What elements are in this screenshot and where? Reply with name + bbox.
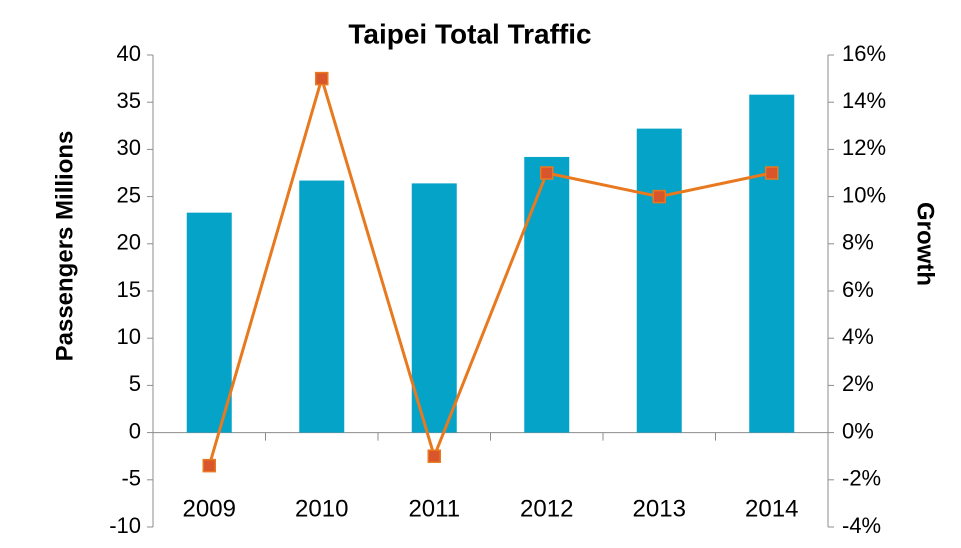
y-tick-label: 0	[129, 418, 141, 443]
y2-tick-label: 2%	[842, 371, 874, 396]
y-tick-label: 15	[117, 277, 141, 302]
line-marker	[540, 166, 554, 180]
y-tick-label: 10	[117, 324, 141, 349]
y2-tick-label: 8%	[842, 230, 874, 255]
y2-tick-label: 12%	[842, 135, 886, 160]
y2-tick-label: 10%	[842, 182, 886, 207]
y2-tick-label: -4%	[842, 513, 881, 538]
line-marker	[202, 458, 216, 473]
y2-tick-label: 14%	[842, 88, 886, 113]
bar	[299, 180, 345, 433]
bar	[411, 183, 457, 433]
y-tick-label: 35	[117, 88, 141, 113]
y2-tick-label: 0%	[842, 418, 874, 443]
line-marker	[315, 71, 329, 86]
y-tick-label: 25	[117, 182, 141, 207]
y2-tick-label: -2%	[842, 466, 881, 491]
y2-tick-label: 4%	[842, 324, 874, 349]
x-tick-label: 2009	[183, 495, 236, 522]
y2-axis-label: Growth	[912, 202, 939, 286]
bar	[186, 212, 232, 433]
line-marker	[427, 449, 441, 463]
x-tick-label: 2011	[408, 495, 460, 522]
y2-tick-label: 6%	[842, 277, 874, 302]
y-tick-label: 5	[129, 371, 141, 396]
y-tick-label: 30	[117, 135, 141, 160]
y-tick-label: -10	[109, 513, 141, 538]
x-tick-label: 2012	[520, 495, 573, 522]
x-tick-label: 2014	[745, 495, 798, 522]
line-marker	[765, 166, 779, 180]
x-tick-label: 2010	[295, 495, 348, 522]
y-tick-label: 40	[117, 41, 141, 66]
y-tick-label: 20	[117, 230, 141, 255]
bar	[636, 128, 682, 433]
chart-title: Taipei Total Traffic	[348, 18, 591, 49]
bar	[524, 156, 570, 433]
y-axis-label: Passengers Millions	[51, 131, 78, 362]
line-marker	[652, 189, 666, 204]
y2-tick-label: 16%	[842, 41, 886, 66]
bar	[749, 94, 795, 433]
growth-line	[207, 73, 773, 467]
x-tick-label: 2013	[633, 495, 686, 522]
y-tick-label: -5	[121, 466, 141, 491]
